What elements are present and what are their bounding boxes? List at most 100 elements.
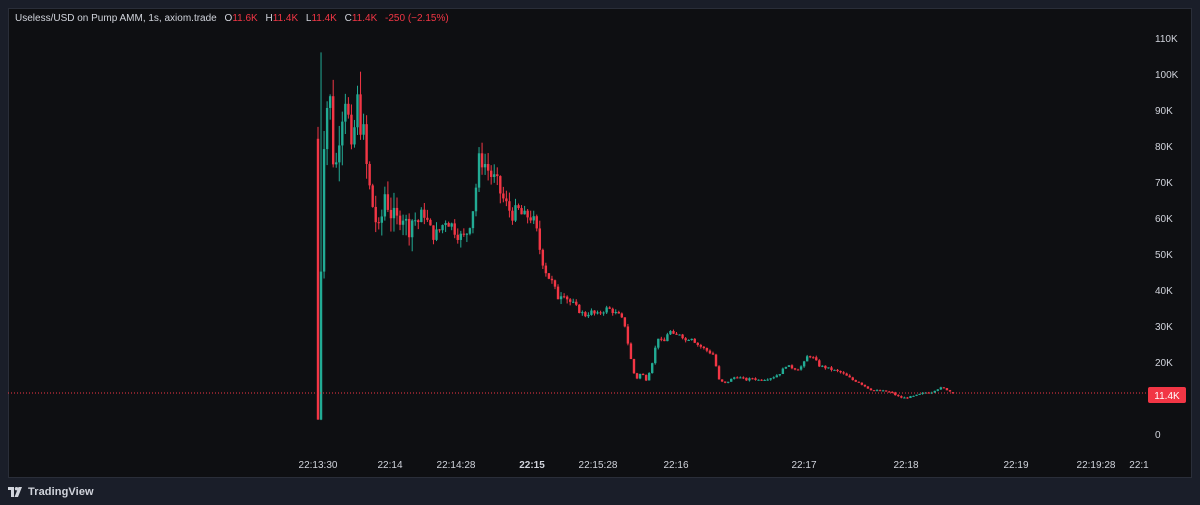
candle-body — [663, 339, 666, 342]
candle-body — [681, 334, 684, 339]
candle-body — [535, 216, 538, 229]
candle-body — [517, 205, 520, 209]
candle-body — [474, 187, 478, 212]
candle-body — [483, 164, 487, 168]
candle-body — [544, 265, 548, 274]
legend-high-label: H — [265, 13, 273, 24]
candle-body — [860, 382, 864, 385]
candle-body — [654, 347, 657, 364]
candle-body — [368, 163, 371, 186]
candle-body — [502, 193, 505, 199]
candle-body — [933, 390, 936, 393]
candle-body — [505, 198, 508, 202]
candle-body — [335, 162, 338, 165]
candle-body — [453, 223, 456, 235]
candle-body — [593, 310, 596, 314]
candle-body — [493, 174, 496, 177]
candle-body — [839, 370, 842, 373]
candle-body — [647, 373, 651, 381]
candle-body — [435, 229, 438, 240]
candle-body — [401, 220, 405, 225]
candle-body — [708, 350, 712, 354]
candle-body — [742, 377, 745, 379]
candle-body — [660, 338, 663, 340]
chart-area[interactable] — [8, 8, 1192, 478]
candle-body — [748, 378, 751, 381]
candle-body — [562, 296, 566, 298]
candle-body — [824, 365, 827, 369]
x-tick-label: 22:14 — [377, 460, 402, 471]
candle-body — [620, 313, 624, 318]
candle-body — [462, 233, 466, 235]
candle-body — [894, 392, 897, 396]
candle-body — [614, 312, 617, 314]
candle-body — [730, 378, 733, 382]
candle-body — [429, 219, 432, 226]
candle-body — [489, 170, 493, 177]
legend-high-value: 11.4K — [272, 13, 299, 24]
candle-body — [468, 228, 472, 234]
y-tick-label: 80K — [1155, 142, 1173, 153]
candle-body — [459, 233, 462, 240]
candle-body — [757, 379, 760, 381]
candle-body — [316, 138, 320, 420]
candle-body — [556, 286, 560, 300]
candle-body — [477, 153, 481, 188]
candle-body — [818, 360, 821, 367]
candle-body — [319, 271, 323, 420]
candle-body — [423, 209, 426, 218]
candle-body — [362, 124, 365, 135]
candle-body — [942, 387, 946, 389]
last-price-label: 11.4K — [1154, 391, 1180, 402]
candle-body — [617, 312, 620, 314]
candle-body — [596, 312, 599, 314]
candle-body — [414, 220, 417, 222]
candle-body — [763, 379, 766, 381]
candle-body — [918, 393, 921, 395]
candle-body — [909, 396, 912, 399]
candle-body — [848, 375, 851, 378]
candle-body — [359, 94, 362, 135]
candle-body — [456, 234, 459, 240]
candle-body — [641, 373, 645, 376]
candle-body — [903, 397, 906, 399]
legend-low-label: L — [305, 13, 312, 24]
candle-body — [936, 389, 940, 391]
legend-low-value: 11.4K — [311, 13, 337, 24]
candle-body — [508, 201, 511, 211]
x-tick-label: 22:15 — [519, 460, 545, 471]
candle-body — [766, 379, 769, 381]
candle-body — [611, 308, 614, 314]
candle-body — [541, 249, 545, 266]
candle-body — [480, 153, 484, 168]
candle-body — [790, 365, 794, 369]
legend-open-label: O — [224, 13, 233, 24]
y-tick-label: 90K — [1155, 106, 1173, 117]
candle-body — [717, 366, 721, 380]
candle-body — [629, 343, 633, 360]
candle-body — [450, 223, 453, 227]
candle-body — [945, 388, 949, 391]
candle-body — [353, 127, 356, 145]
x-tick-label: 22:13:30 — [299, 460, 338, 471]
candle-body — [626, 326, 630, 344]
candle-body — [754, 378, 757, 380]
candle-body — [657, 338, 660, 348]
candle-body — [395, 207, 399, 216]
candle-body — [441, 225, 444, 231]
candle-body — [550, 278, 554, 281]
candle-body — [891, 391, 894, 393]
tradingview-logo[interactable]: TradingView — [8, 486, 94, 498]
candle-body — [821, 365, 824, 367]
legend-close-label: C — [344, 13, 352, 24]
candle-body — [781, 368, 785, 375]
candle-body — [338, 145, 341, 163]
y-tick-label: 110K — [1155, 34, 1178, 45]
candle-body — [322, 149, 326, 272]
candle-body — [872, 390, 876, 392]
candle-body — [389, 209, 393, 219]
candle-body — [438, 229, 441, 231]
candle-body — [365, 124, 368, 164]
candle-body — [575, 301, 578, 305]
